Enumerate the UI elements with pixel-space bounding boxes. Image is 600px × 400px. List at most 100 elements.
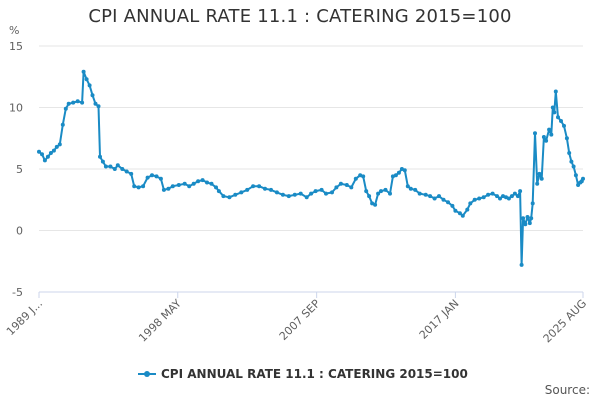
data-point[interactable] [512,191,517,196]
data-point[interactable] [446,200,450,205]
data-point[interactable] [84,77,89,82]
data-point[interactable] [196,179,201,184]
data-point[interactable] [154,174,159,179]
data-point[interactable] [396,170,401,175]
data-point[interactable] [567,151,572,155]
legend[interactable]: CPI ANNUAL RATE 11.1 : CATERING 2015=100 [138,366,468,382]
data-point[interactable] [486,192,491,197]
data-point[interactable] [571,164,576,169]
data-point[interactable] [453,208,458,213]
data-point[interactable] [115,163,120,168]
data-point[interactable] [129,171,134,176]
data-point[interactable] [569,159,574,164]
data-point[interactable] [71,100,76,105]
data-point[interactable] [42,158,47,163]
data-point[interactable] [432,196,437,201]
data-point[interactable] [437,194,441,199]
data-point[interactable] [132,184,137,189]
data-point[interactable] [521,216,526,221]
data-point[interactable] [221,194,226,199]
data-point[interactable] [533,131,537,136]
data-point[interactable] [227,195,232,200]
data-point[interactable] [37,149,41,154]
data-point[interactable] [108,164,113,169]
data-point[interactable] [370,201,375,206]
data-point[interactable] [376,191,381,196]
data-point[interactable] [54,144,59,149]
data-point[interactable] [313,189,318,194]
data-point[interactable] [405,184,410,189]
data-point[interactable] [205,180,209,185]
data-point[interactable] [460,213,465,218]
data-point[interactable] [233,192,238,197]
data-point[interactable] [506,196,511,201]
data-point[interactable] [120,167,125,171]
data-point[interactable] [158,176,163,181]
data-point[interactable] [96,104,101,109]
data-point[interactable] [200,178,205,183]
data-point[interactable] [559,119,563,123]
data-point[interactable] [495,194,499,199]
data-point[interactable] [390,174,395,179]
data-point[interactable] [364,189,369,194]
data-point[interactable] [170,184,175,189]
data-point[interactable] [141,184,146,189]
data-point[interactable] [402,168,407,173]
data-point[interactable] [161,187,166,192]
data-point[interactable] [263,186,267,191]
data-point[interactable] [413,187,418,192]
data-point[interactable] [309,191,314,196]
data-point[interactable] [251,184,256,189]
data-point[interactable] [280,192,285,197]
data-point[interactable] [472,197,477,202]
data-point[interactable] [477,196,482,201]
data-point[interactable] [562,123,566,128]
data-point[interactable] [145,175,150,180]
data-point[interactable] [553,89,558,94]
data-point[interactable] [51,148,56,153]
data-point[interactable] [581,176,585,181]
data-point[interactable] [468,201,473,206]
data-point[interactable] [518,189,523,194]
data-point[interactable] [383,187,388,192]
data-point[interactable] [573,173,578,178]
data-point[interactable] [209,181,214,186]
data-point[interactable] [66,101,71,106]
data-point[interactable] [501,194,505,199]
data-point[interactable] [257,184,262,189]
data-point[interactable] [103,164,108,169]
data-point[interactable] [81,69,86,74]
data-point[interactable] [549,132,554,137]
data-point[interactable] [519,262,524,267]
data-point[interactable] [330,190,334,195]
data-point[interactable] [344,183,349,187]
data-point[interactable] [541,135,546,139]
data-point[interactable] [40,152,44,157]
data-point[interactable] [98,154,102,159]
data-point[interactable] [191,181,196,186]
data-point[interactable] [187,184,192,189]
data-point[interactable] [75,99,80,104]
data-point[interactable] [93,101,98,106]
data-point[interactable] [564,136,569,141]
data-point[interactable] [408,186,413,191]
data-point[interactable] [379,189,383,194]
data-point[interactable] [428,194,433,199]
data-point[interactable] [334,185,339,190]
data-point[interactable] [417,191,422,196]
data-point[interactable] [353,176,358,181]
data-point[interactable] [509,194,514,199]
data-point[interactable] [525,215,530,219]
data-point[interactable] [544,138,549,143]
data-point[interactable] [63,106,68,111]
data-point[interactable] [388,191,392,196]
data-point[interactable] [286,194,291,199]
data-point[interactable] [423,192,428,197]
data-point[interactable] [245,187,250,192]
data-point[interactable] [373,202,378,207]
data-point[interactable] [216,189,221,194]
data-point[interactable] [527,221,532,226]
data-point[interactable] [537,171,542,176]
data-point[interactable] [150,173,154,178]
data-point[interactable] [48,151,53,155]
